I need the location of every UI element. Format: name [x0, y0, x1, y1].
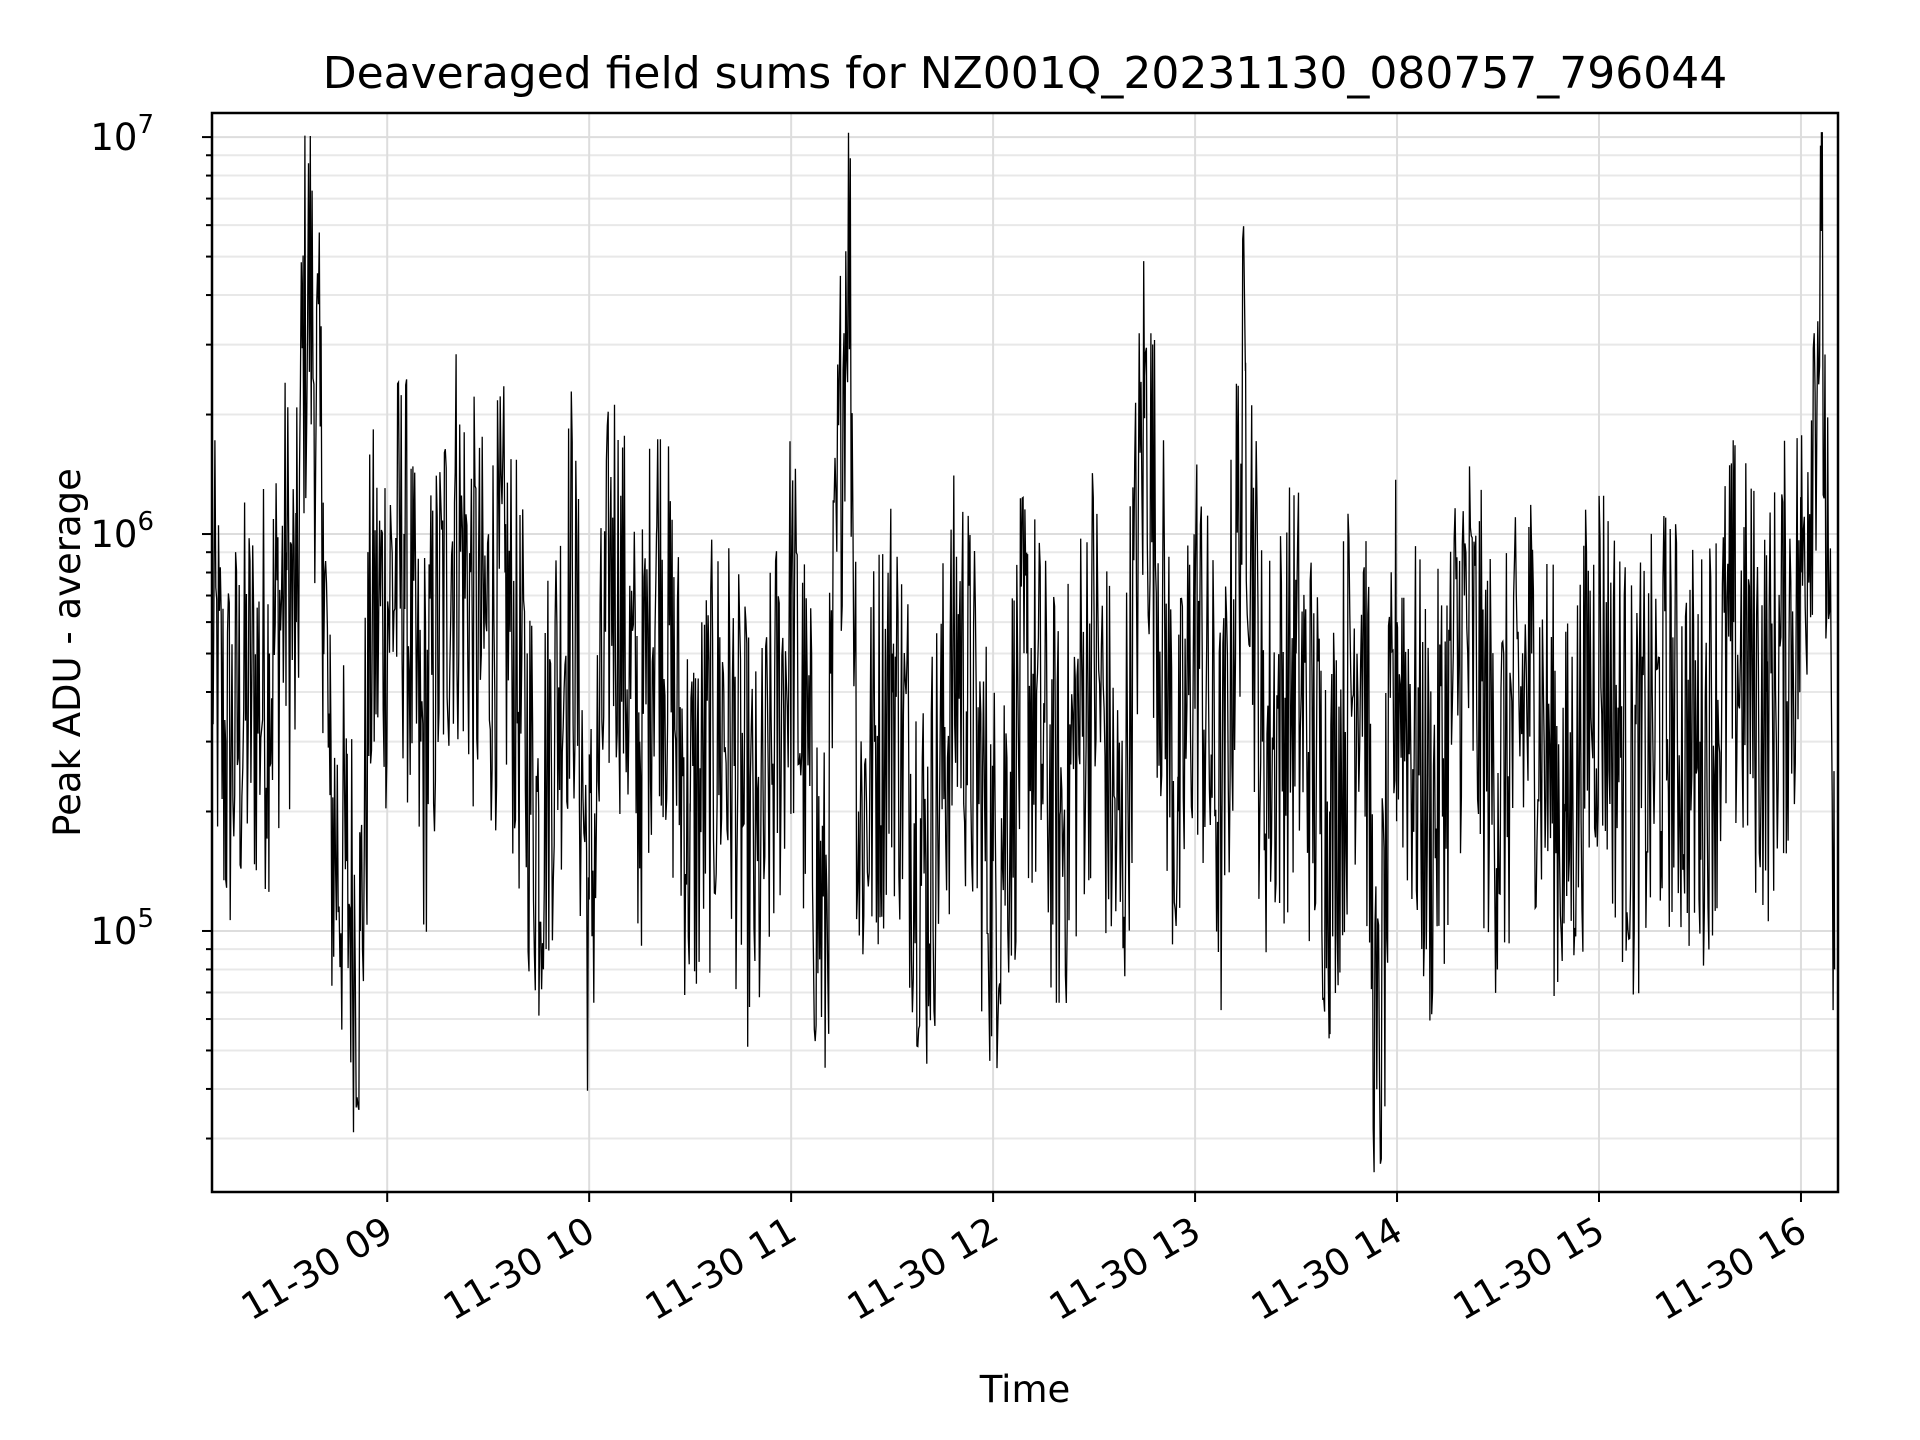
x-axis-label: Time [979, 1368, 1071, 1411]
x-tick-label: 11-30 15 [1446, 1209, 1612, 1329]
x-tick-label: 11-30 13 [1042, 1209, 1208, 1329]
x-tick-label: 11-30 09 [234, 1209, 400, 1329]
y-tick-label: 107 [90, 110, 154, 159]
series-line [211, 132, 1836, 1173]
y-tick-label: 106 [90, 507, 154, 556]
x-ticks: 11-30 09 11-30 10 11-30 11 11-30 12 11-30 13… [234, 1192, 1813, 1329]
plot-frame [210, 111, 1840, 1194]
x-tick-label: 11-30 14 [1244, 1209, 1410, 1329]
chart-title: Deaveraged field sums for NZ001Q_2023113… [323, 48, 1728, 99]
series [211, 132, 1836, 1173]
y-ticks: 105 106 107 [90, 110, 212, 1140]
x-tick-label: 11-30 11 [638, 1209, 804, 1329]
x-tick-label: 11-30 10 [436, 1209, 602, 1329]
y-tick-label: 105 [90, 904, 154, 953]
y-axis-label: Peak ADU - average [46, 468, 89, 837]
x-tick-label: 11-30 16 [1648, 1209, 1814, 1329]
x-tick-label: 11-30 12 [840, 1209, 1006, 1329]
